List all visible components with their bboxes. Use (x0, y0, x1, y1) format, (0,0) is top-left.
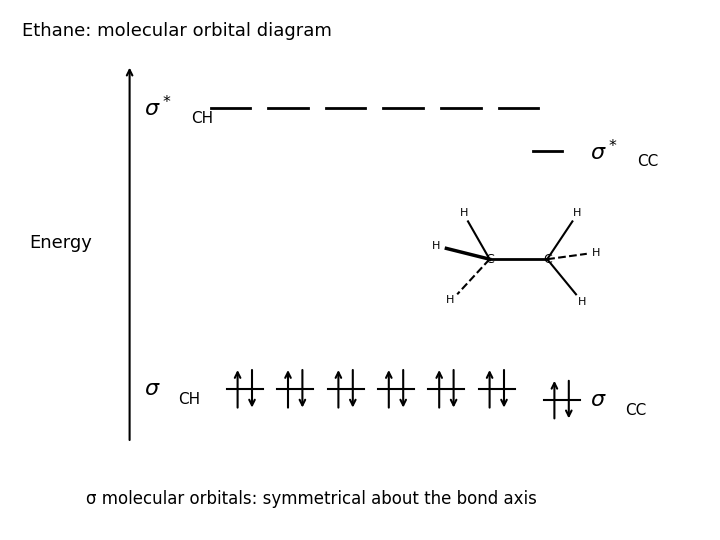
Text: CC: CC (637, 154, 659, 170)
Text: H: H (431, 241, 440, 251)
Text: CH: CH (191, 111, 213, 126)
Text: H: H (573, 208, 582, 218)
Text: $\sigma^*$: $\sigma^*$ (144, 96, 171, 120)
Text: $\sigma$: $\sigma$ (590, 389, 607, 410)
Text: H: H (460, 208, 469, 218)
Text: $\sigma$: $\sigma$ (144, 379, 161, 399)
Text: σ molecular orbitals: symmetrical about the bond axis: σ molecular orbitals: symmetrical about … (86, 490, 537, 508)
Text: Energy: Energy (29, 234, 91, 252)
Text: Ethane: molecular orbital diagram: Ethane: molecular orbital diagram (22, 22, 331, 39)
Text: $\sigma^*$: $\sigma^*$ (590, 139, 618, 164)
Text: H: H (446, 295, 454, 305)
Text: H: H (592, 248, 600, 258)
Text: C: C (485, 253, 494, 266)
Text: CC: CC (625, 403, 647, 418)
Text: CH: CH (179, 392, 201, 407)
Text: H: H (577, 298, 586, 307)
Text: C: C (543, 253, 552, 266)
